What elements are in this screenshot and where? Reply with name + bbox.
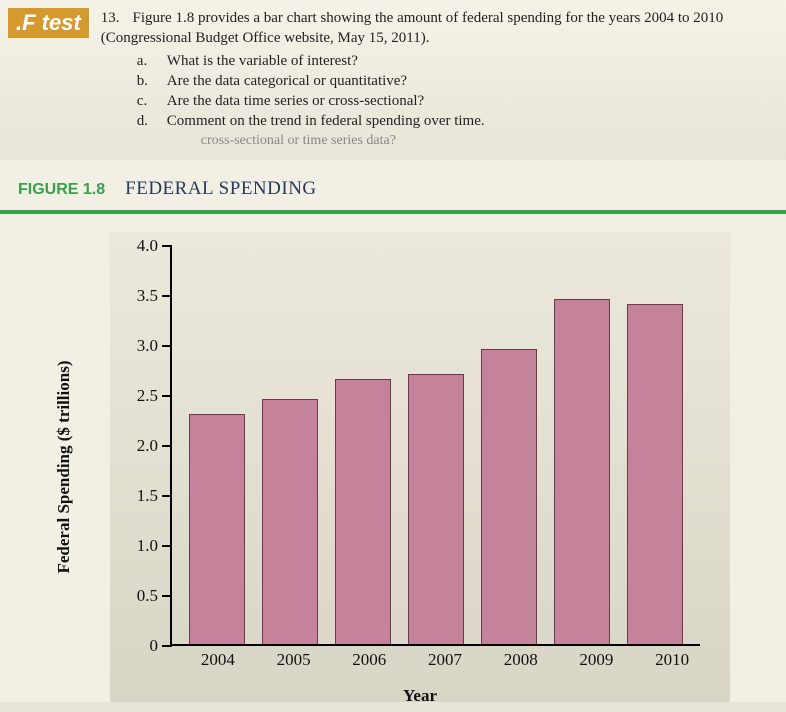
bar-chart: Federal Spending ($ trillions) 00.51.01.…	[110, 232, 730, 702]
bar	[481, 349, 537, 644]
y-tick	[162, 595, 172, 597]
bars-container	[172, 246, 700, 644]
y-tick-label: 2.0	[137, 436, 158, 456]
sub-text: Are the data categorical or quantitative…	[167, 71, 407, 91]
y-tick-label: 3.5	[137, 286, 158, 306]
question-main: 13. Figure 1.8 provides a bar chart show…	[101, 8, 766, 49]
sub-letter: d.	[137, 111, 153, 131]
sub-letter: c.	[137, 91, 153, 111]
y-tick	[162, 295, 172, 297]
accent-rule	[0, 210, 786, 214]
sub-text: Are the data time series or cross-sectio…	[167, 91, 424, 111]
figure-label: FIGURE 1.8	[18, 181, 105, 199]
y-tick-label: 0	[150, 636, 159, 656]
test-badge: .F test	[8, 8, 89, 38]
sub-question-list: a. What is the variable of interest? b. …	[137, 51, 766, 132]
bar	[627, 304, 683, 644]
sub-question: c. Are the data time series or cross-sec…	[137, 91, 766, 111]
y-tick	[162, 545, 172, 547]
bar	[189, 414, 245, 644]
sub-question: a. What is the variable of interest?	[137, 51, 766, 71]
x-tick-label: 2009	[579, 650, 613, 670]
y-axis-label: Federal Spending ($ trillions)	[54, 361, 74, 574]
y-tick-label: 4.0	[137, 236, 158, 256]
x-axis-label: Year	[403, 686, 437, 706]
y-tick-label: 2.5	[137, 386, 158, 406]
x-tick-label: 2010	[655, 650, 689, 670]
x-tick-label: 2007	[428, 650, 462, 670]
y-tick-label: 0.5	[137, 586, 158, 606]
sub-text: Comment on the trend in federal spending…	[167, 111, 485, 131]
y-tick-label: 3.0	[137, 336, 158, 356]
question-number: 13.	[101, 8, 129, 28]
sub-question: b. Are the data categorical or quantitat…	[137, 71, 766, 91]
figure-section: FIGURE 1.8 FEDERAL SPENDING Federal Spen…	[0, 160, 786, 702]
bar	[335, 379, 391, 644]
x-tick-label: 2008	[504, 650, 538, 670]
y-tick	[162, 445, 172, 447]
ghost-text: cross-sectional or time series data?	[201, 132, 766, 151]
question-section: .F test 13. Figure 1.8 provides a bar ch…	[0, 0, 786, 160]
figure-header: FIGURE 1.8 FEDERAL SPENDING	[0, 178, 786, 210]
figure-title: FEDERAL SPENDING	[125, 178, 317, 200]
y-tick-label: 1.5	[137, 486, 158, 506]
bar	[554, 299, 610, 644]
x-tick-label: 2006	[352, 650, 386, 670]
question-text: Figure 1.8 provides a bar chart showing …	[101, 10, 723, 46]
bar	[408, 374, 464, 644]
bar	[262, 399, 318, 644]
sub-question: d. Comment on the trend in federal spend…	[137, 111, 766, 131]
x-tick-label: 2005	[277, 650, 311, 670]
sub-letter: a.	[137, 51, 153, 71]
y-tick	[162, 245, 172, 247]
sub-letter: b.	[137, 71, 153, 91]
y-tick	[162, 395, 172, 397]
x-tick-label: 2004	[201, 650, 235, 670]
y-tick	[162, 345, 172, 347]
question-block: 13. Figure 1.8 provides a bar chart show…	[101, 8, 766, 150]
sub-text: What is the variable of interest?	[167, 51, 358, 71]
y-tick	[162, 495, 172, 497]
y-tick-label: 1.0	[137, 536, 158, 556]
plot-area: 00.51.01.52.02.53.03.54.0200420052006200…	[170, 246, 700, 646]
y-tick	[162, 645, 172, 647]
